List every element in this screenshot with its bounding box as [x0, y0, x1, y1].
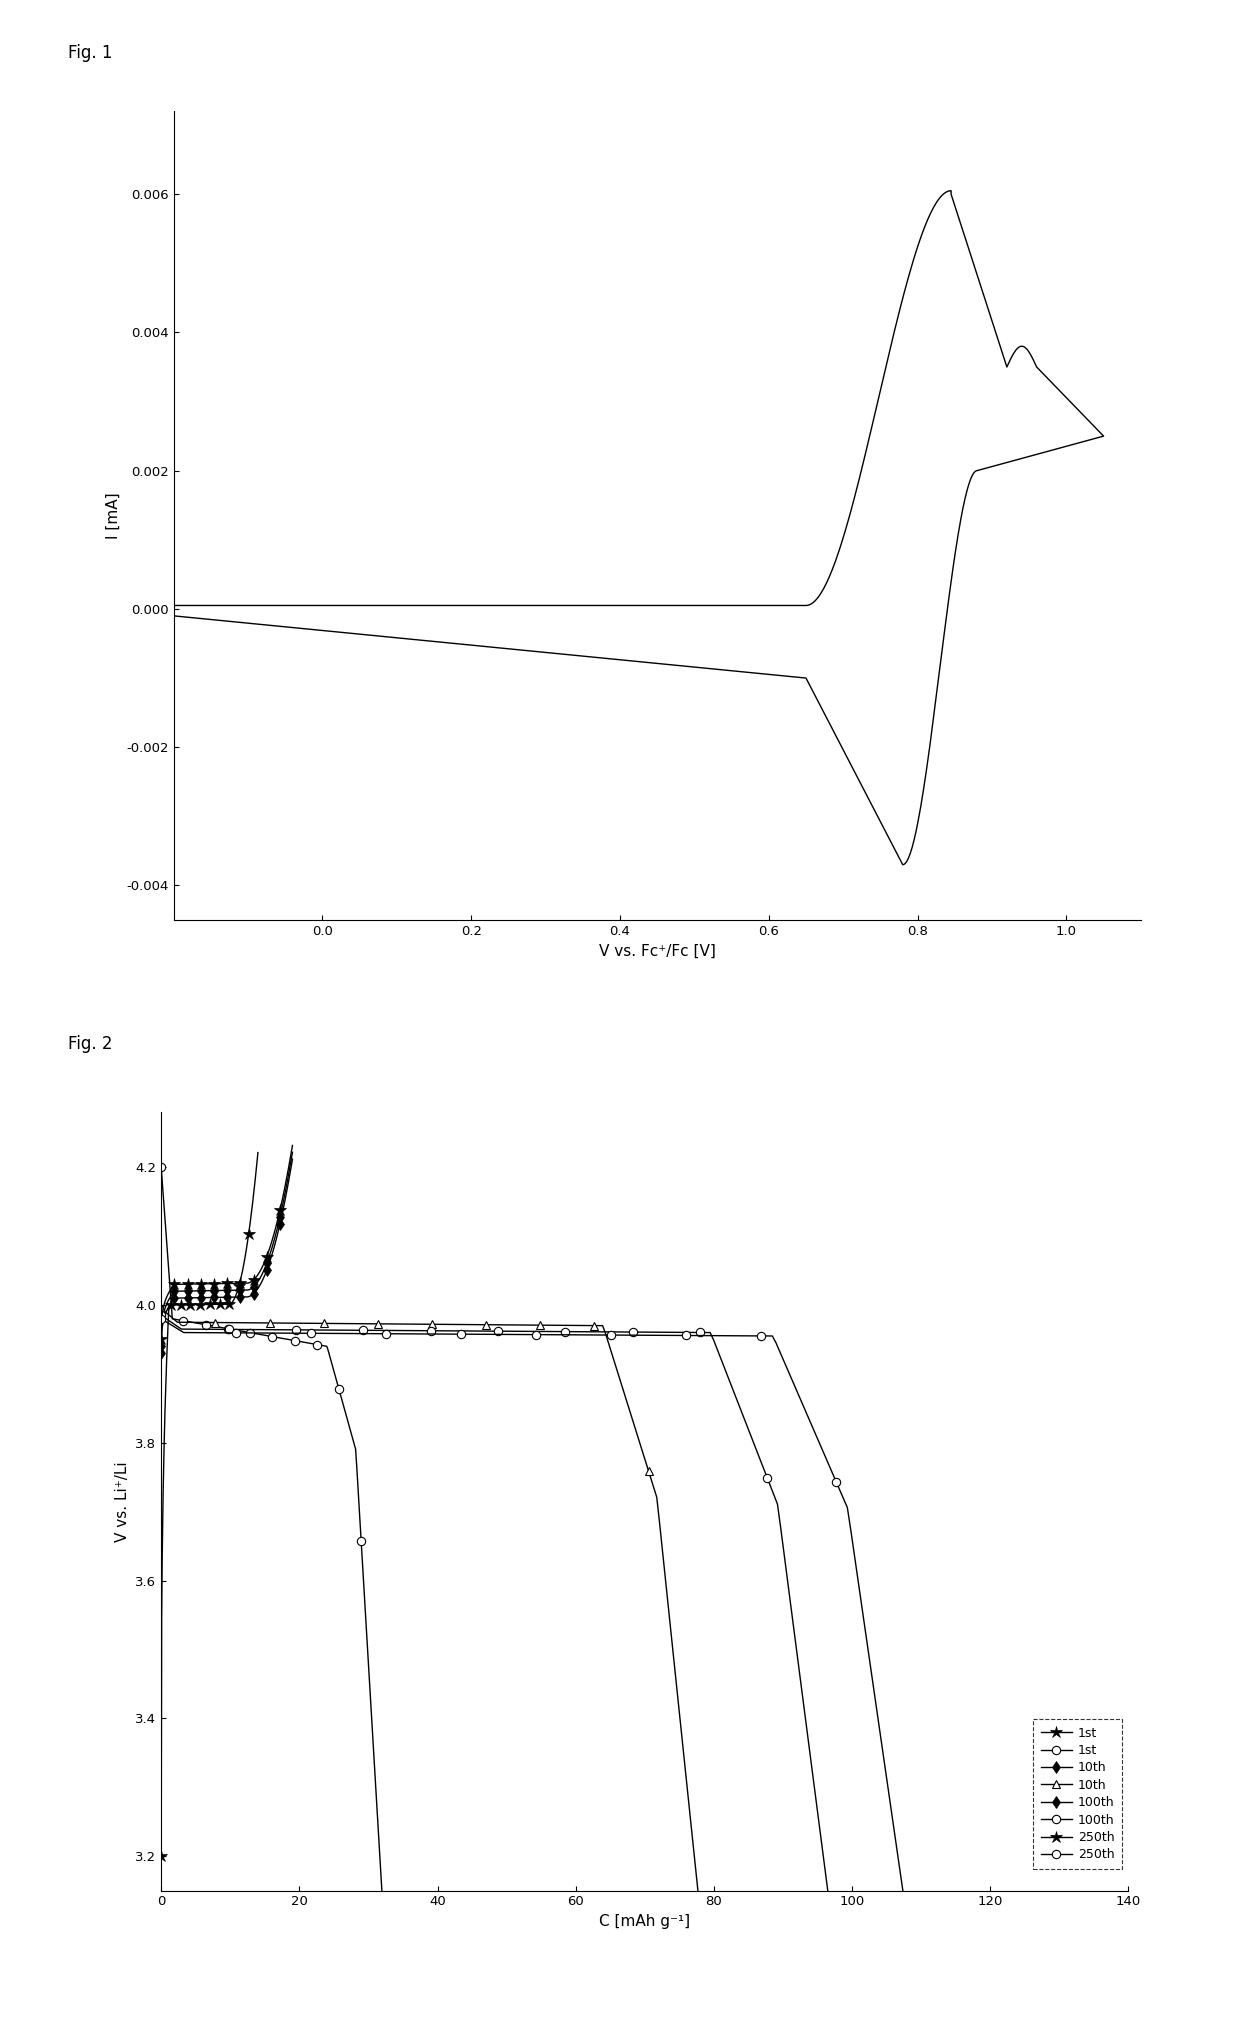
Text: Fig. 1: Fig. 1 [68, 44, 113, 63]
Legend: 1st, 1st, 10th, 10th, 100th, 100th, 250th, 250th: 1st, 1st, 10th, 10th, 100th, 100th, 250t… [1033, 1719, 1122, 1868]
X-axis label: V vs. Fc⁺/Fc [V]: V vs. Fc⁺/Fc [V] [599, 944, 715, 958]
X-axis label: C [mAh g⁻¹]: C [mAh g⁻¹] [599, 1915, 691, 1929]
Y-axis label: I [mA]: I [mA] [105, 491, 120, 540]
Y-axis label: V vs. Li⁺/Li: V vs. Li⁺/Li [114, 1462, 130, 1541]
Text: Fig. 2: Fig. 2 [68, 1035, 113, 1053]
